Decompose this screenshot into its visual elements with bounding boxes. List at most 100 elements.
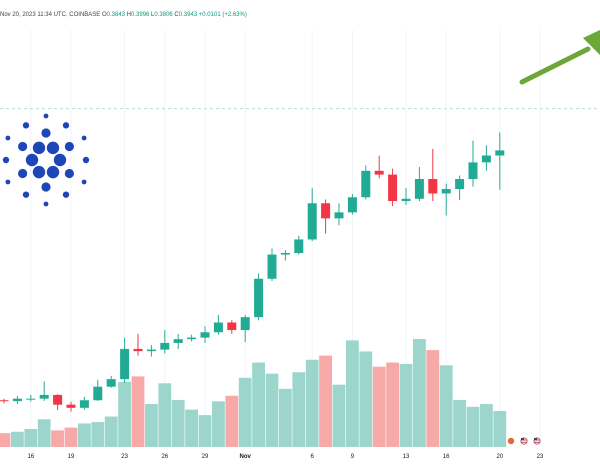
candle[interactable] (441, 183, 451, 216)
x-tick-label: 26 (161, 454, 168, 460)
trend-arrow-icon (519, 30, 600, 85)
logo-dot (41, 182, 51, 192)
candle[interactable] (388, 168, 398, 207)
logo-dot (18, 168, 28, 179)
logo-dot (41, 128, 51, 138)
candle[interactable] (307, 188, 317, 242)
candle[interactable] (106, 376, 116, 388)
candle[interactable] (428, 148, 438, 202)
candle[interactable] (227, 320, 237, 334)
logo-dot (81, 135, 87, 141)
candle[interactable] (294, 235, 304, 255)
candle[interactable] (414, 167, 424, 202)
candle-body (160, 342, 170, 350)
x-tick-label: 6 (311, 454, 315, 460)
candle[interactable] (347, 194, 357, 215)
candle[interactable] (0, 398, 9, 404)
volume-bar (0, 433, 11, 447)
candle[interactable] (66, 401, 76, 412)
candle-body (0, 400, 9, 402)
candle[interactable] (401, 188, 411, 205)
cardano-logo-icon (2, 113, 90, 207)
candle[interactable] (26, 394, 36, 402)
volume-bar (480, 404, 493, 447)
candle[interactable] (133, 333, 143, 356)
candle-body (428, 179, 438, 194)
candle[interactable] (187, 334, 197, 342)
volume-bar (386, 362, 399, 447)
volume-bar (292, 372, 306, 447)
open-label: O (101, 12, 107, 18)
volume-bar (466, 406, 480, 447)
candle-body (106, 379, 116, 387)
volume-bar (359, 351, 373, 447)
candle-body (414, 179, 424, 199)
candle[interactable] (53, 394, 63, 411)
volume-bar (198, 415, 212, 447)
candle[interactable] (79, 396, 89, 410)
volume-bar (185, 409, 198, 447)
candle[interactable] (374, 155, 384, 179)
volume-bar (171, 399, 185, 447)
low-value: 0.3806 (154, 12, 173, 18)
us-flag-icon[interactable] (533, 437, 541, 445)
logo-dot (22, 122, 30, 129)
candle[interactable] (12, 396, 22, 405)
us-flag-icon[interactable] (520, 437, 528, 445)
candle[interactable] (213, 314, 223, 335)
logo-dot (5, 179, 11, 185)
x-tick-label: 16 (443, 454, 450, 460)
volume-bar (346, 340, 359, 447)
candle-body (93, 386, 103, 401)
candle-body (280, 252, 290, 255)
logo-dot (18, 141, 28, 152)
candle[interactable] (267, 248, 277, 281)
volume-bar (64, 427, 78, 447)
symbol-info-bar: Nov 20, 2023 11:34 UTC, COINBASE O0.3843… (0, 12, 247, 18)
candle[interactable] (93, 379, 103, 401)
candle[interactable] (361, 165, 371, 200)
volume-bar (439, 365, 453, 447)
candle-body (294, 239, 304, 253)
candle-body (441, 189, 451, 194)
close-value: 0.3943 (178, 12, 198, 18)
datetime-label: Nov 20, 2023 11:34 UTC (0, 12, 66, 18)
candle-body (361, 170, 371, 198)
logo-dot (46, 165, 60, 179)
candle[interactable] (321, 199, 331, 234)
x-tick-label: 16 (27, 454, 34, 460)
candle[interactable] (481, 145, 491, 171)
candle[interactable] (120, 337, 130, 383)
candle-body (347, 197, 357, 213)
candle[interactable] (240, 314, 250, 343)
candle-body (321, 203, 331, 219)
candle[interactable] (455, 175, 465, 201)
candle[interactable] (160, 330, 170, 354)
high-label: H (126, 12, 132, 18)
candle-body (120, 348, 130, 380)
candle[interactable] (39, 381, 49, 401)
candle[interactable] (334, 203, 344, 226)
volume-bar (238, 377, 252, 447)
volume-bar (493, 411, 507, 447)
candle[interactable] (200, 326, 210, 343)
volume-bar (11, 431, 24, 447)
candle[interactable] (280, 250, 290, 261)
logo-dot (62, 191, 70, 198)
high-value: 0.3996 (131, 12, 150, 18)
logo-dot (22, 191, 30, 198)
candle[interactable] (173, 333, 183, 349)
volume-bar (399, 363, 413, 447)
volume-bar (78, 423, 91, 447)
candle[interactable] (146, 345, 156, 357)
event-icon[interactable] (507, 437, 515, 445)
x-tick-label: 13 (403, 454, 410, 460)
candle[interactable] (495, 132, 505, 190)
candle-body (334, 212, 344, 219)
candle[interactable] (254, 273, 264, 321)
logo-dot (43, 113, 49, 119)
candle[interactable] (468, 140, 478, 187)
x-tick-label: 9 (351, 454, 355, 460)
